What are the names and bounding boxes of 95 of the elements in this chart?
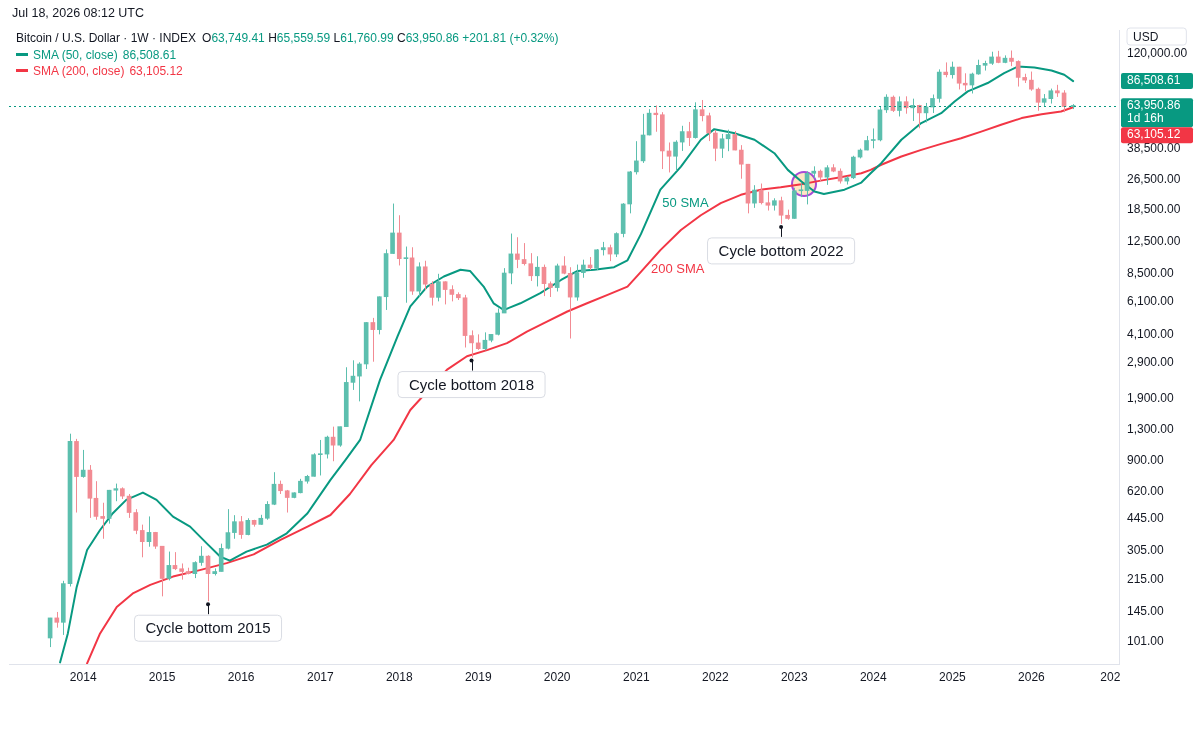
annotation: 50 SMA [662,195,709,211]
annotation: Cycle bottom 2015 [145,619,271,637]
y-tick-label: 101.00 [1127,634,1165,649]
candlestick [614,231,619,258]
candlestick [738,144,744,180]
y-tick-label: 12,500.00 [1127,234,1181,249]
candlestick [699,99,705,122]
x-tick-label: 202 [1100,669,1121,684]
candlestick [442,280,448,305]
candlestick [758,183,764,205]
candlestick [594,248,599,271]
candlestick [719,133,725,159]
candlestick [317,439,323,476]
candlestick [634,140,639,175]
x-tick-label: 2026 [1018,669,1046,684]
annotation: Cycle bottom 2022 [718,242,844,260]
candlestick [139,524,145,558]
y-tick-label: 26,500.00 [1127,171,1181,186]
y-tick-label: 445.00 [1127,511,1165,526]
candlestick [436,273,441,302]
candlestick [100,502,105,540]
text: 1d 16h [1127,111,1164,126]
candlestick [870,127,876,149]
candlestick [528,252,534,282]
text: 63,105.12 [1127,127,1181,142]
x-tick-label: 2015 [148,669,176,684]
candlestick [534,255,540,287]
candlestick [765,191,771,212]
candlestick [357,361,362,402]
text: 86,508.61 [1127,73,1181,88]
y-tick-label: 620.00 [1127,483,1165,498]
y-tick-label: 215.00 [1127,571,1165,586]
candlestick [133,508,139,535]
candlestick [930,94,935,114]
candlestick [686,121,692,147]
candlestick [198,545,204,567]
y-tick-label: 18,500.00 [1127,201,1181,216]
y-tick-label: 1,300.00 [1127,422,1175,437]
candlestick [679,125,685,152]
candlestick [403,246,409,304]
candlestick [581,259,586,279]
y-tick-label: 2,900.00 [1127,355,1175,370]
chart-title: Bitcoin / U.S. Dollar · 1W · INDEX [16,31,197,45]
candlestick [337,426,343,448]
text: Jul 18, 2026 08:12 UTC [12,5,145,21]
annotation: Cycle bottom 2018 [408,375,535,393]
x-tick-label: 2021 [623,669,651,684]
candlestick [515,236,520,269]
candlestick [495,307,501,336]
candlestick [673,139,678,172]
candlestick [80,449,86,479]
candlestick [778,196,784,225]
candlestick [232,514,237,540]
x-tick-label: 2024 [859,669,887,684]
y-tick-label: 4,100.00 [1127,326,1175,341]
candlestick [824,164,830,186]
x-tick-label: 2022 [701,669,729,684]
candlestick [706,112,711,142]
x-tick-label: 2019 [464,669,492,684]
candlestick [554,263,560,292]
candlestick [851,155,856,180]
candlestick [390,203,395,255]
legend-label: SMA (200, close) [33,64,125,78]
annotation: 200 SMA [651,261,705,276]
candlestick [264,500,270,521]
candlestick [712,129,718,162]
y-tick-label: 1,900.00 [1127,390,1175,405]
candlestick [218,543,224,572]
candlestick [752,184,757,209]
annotation: 63,105.12 [129,64,183,78]
candlestick [897,95,902,117]
x-tick-label: 2016 [227,669,255,684]
x-tick-label: 2025 [939,669,967,684]
annotation: 86,508.61 [122,48,177,62]
y-tick-label: 120,000.00 [1127,46,1188,61]
x-tick-label: 2018 [385,669,413,684]
y-tick-label: 6,100.00 [1127,293,1175,308]
legend-label: SMA (50, close) [33,48,118,62]
candlestick [469,329,474,359]
candlestick [883,93,889,114]
candlestick [422,260,428,291]
y-tick-label: 305.00 [1127,542,1165,557]
x-tick-label: 2017 [306,669,334,684]
y-tick-label: 38,500.00 [1127,140,1181,155]
x-tick-label: 2014 [69,669,97,684]
ref-line-label: 63,950.86 [1127,98,1181,113]
candlestick [311,452,316,478]
x-tick-label: 2020 [543,669,571,684]
y-tick-label: 8,500.00 [1127,266,1175,281]
y-axis-title: USD [1133,29,1159,44]
y-tick-label: 900.00 [1127,452,1165,467]
x-tick-label: 2023 [780,669,808,684]
y-tick-label: 145.00 [1127,604,1165,619]
candlestick [1029,71,1034,92]
text: O63,749.41 H65,559.59 L61,760.99 C63,950.86 +201.81 (+0.32%) [202,31,559,45]
